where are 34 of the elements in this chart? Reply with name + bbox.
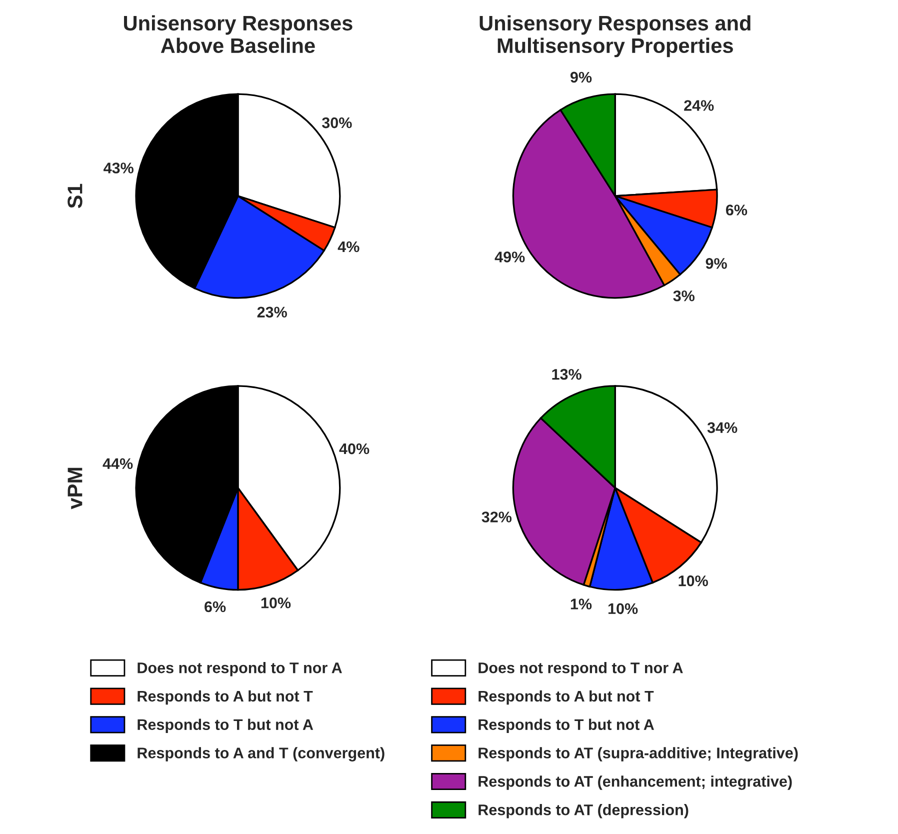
data-label: 3% [673, 290, 695, 302]
data-label: 10% [608, 603, 638, 614]
legend-label: Responds to AT (depression) [478, 804, 688, 818]
chart-title: Unisensory Responses Above Baseline [124, 15, 352, 54]
data-label: 9% [706, 258, 727, 269]
legend-label: Does not respond to T nor A [478, 662, 683, 676]
data-label: 24% [684, 100, 714, 111]
data-label: 13% [552, 368, 582, 380]
legend-label: Responds to AT (enhancement; integrative) [478, 776, 792, 790]
legend-label: Responds to T but not A [478, 718, 654, 734]
data-label: 49% [494, 252, 525, 262]
data-label: 23% [257, 306, 287, 318]
data-label: 34% [707, 422, 738, 434]
legend-label: Does not respond to T nor A [138, 662, 342, 676]
legend-label: Responds to T but not A [138, 718, 314, 734]
data-label: 1% [570, 598, 592, 610]
legend-label: Responds to A but not T [138, 690, 313, 705]
legend-label: Responds to A and T (convergent) [138, 747, 384, 762]
legend-label: Responds to A but not T [478, 690, 654, 705]
data-label: 43% [104, 162, 134, 174]
data-label: 6% [204, 601, 226, 612]
text: S1 [68, 184, 82, 208]
data-label: 6% [726, 204, 748, 216]
data-label: 32% [482, 512, 512, 522]
data-label: 40% [339, 443, 370, 454]
data-label: 44% [102, 458, 133, 470]
text: vPM [68, 468, 82, 510]
data-label: 9% [570, 72, 592, 83]
data-label: 10% [678, 575, 708, 586]
data-label: 10% [261, 598, 291, 608]
data-label: 4% [338, 241, 360, 252]
chart-title: Unisensory Responses and Multisensory Properties [480, 15, 750, 58]
data-label: 30% [322, 117, 352, 128]
legend-label: Responds to AT (supra-additive; Integrative) [478, 747, 798, 762]
